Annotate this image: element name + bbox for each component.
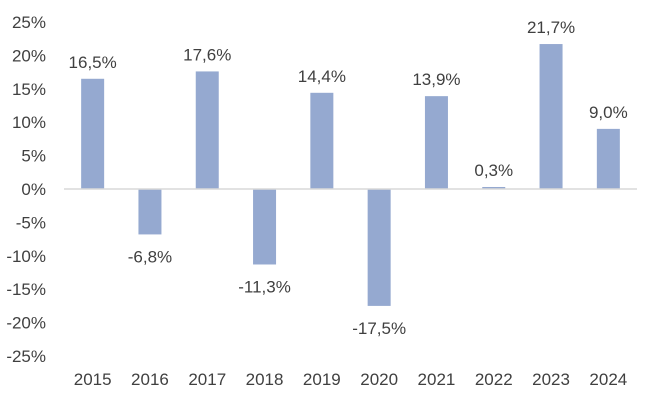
x-tick-label: 2015	[74, 370, 112, 389]
bar-2019	[310, 92, 334, 189]
x-tick-label: 2019	[303, 370, 341, 389]
bar-2016	[138, 189, 162, 235]
y-tick-label: 15%	[12, 80, 46, 99]
bar-2023	[539, 44, 563, 189]
y-tick-label: 5%	[21, 147, 46, 166]
data-label-2020: -17,5%	[352, 319, 406, 338]
bar-2020	[367, 189, 391, 306]
x-axis: 2015 2016 2017 2018 2019 2020 2021 2022 2023 2024	[74, 370, 628, 389]
y-axis: 25% 20% 15% 10% 5% 0% -5% -10% -15% -20% -25%	[6, 13, 46, 366]
bar-2022	[482, 186, 506, 189]
bars-group	[81, 44, 620, 306]
data-label-2016: -6,8%	[128, 247, 172, 266]
bar-2021	[424, 96, 448, 189]
data-label-2022: 0,3%	[474, 161, 513, 180]
x-tick-label: 2017	[188, 370, 226, 389]
data-label-2021: 13,9%	[412, 70, 460, 89]
bar-2018	[253, 189, 277, 265]
x-tick-label: 2023	[532, 370, 570, 389]
y-tick-label: -15%	[6, 280, 46, 299]
x-tick-label: 2018	[246, 370, 284, 389]
y-tick-label: 20%	[12, 46, 46, 65]
x-tick-label: 2024	[589, 370, 627, 389]
y-tick-label: -10%	[6, 247, 46, 266]
bar-2015	[81, 78, 105, 189]
y-tick-label: -5%	[16, 213, 46, 232]
data-label-2023: 21,7%	[527, 18, 575, 37]
x-tick-label: 2022	[475, 370, 513, 389]
y-tick-label: 0%	[21, 180, 46, 199]
x-tick-label: 2016	[131, 370, 169, 389]
data-labels-group: 16,5% -6,8% 17,6% -11,3% 14,4% -17,5% 13,9% 0,3…	[69, 18, 628, 338]
y-tick-label: -20%	[6, 314, 46, 333]
bar-2017	[195, 71, 219, 189]
y-tick-label: 25%	[12, 13, 46, 32]
data-label-2015: 16,5%	[69, 53, 117, 72]
y-tick-label: -25%	[6, 347, 46, 366]
data-label-2024: 9,0%	[589, 103, 628, 122]
bar-2024	[596, 128, 620, 189]
y-tick-label: 10%	[12, 113, 46, 132]
x-tick-label: 2021	[418, 370, 456, 389]
data-label-2017: 17,6%	[183, 45, 231, 64]
data-label-2019: 14,4%	[298, 67, 346, 86]
data-label-2018: -11,3%	[238, 277, 291, 296]
x-tick-label: 2020	[360, 370, 398, 389]
